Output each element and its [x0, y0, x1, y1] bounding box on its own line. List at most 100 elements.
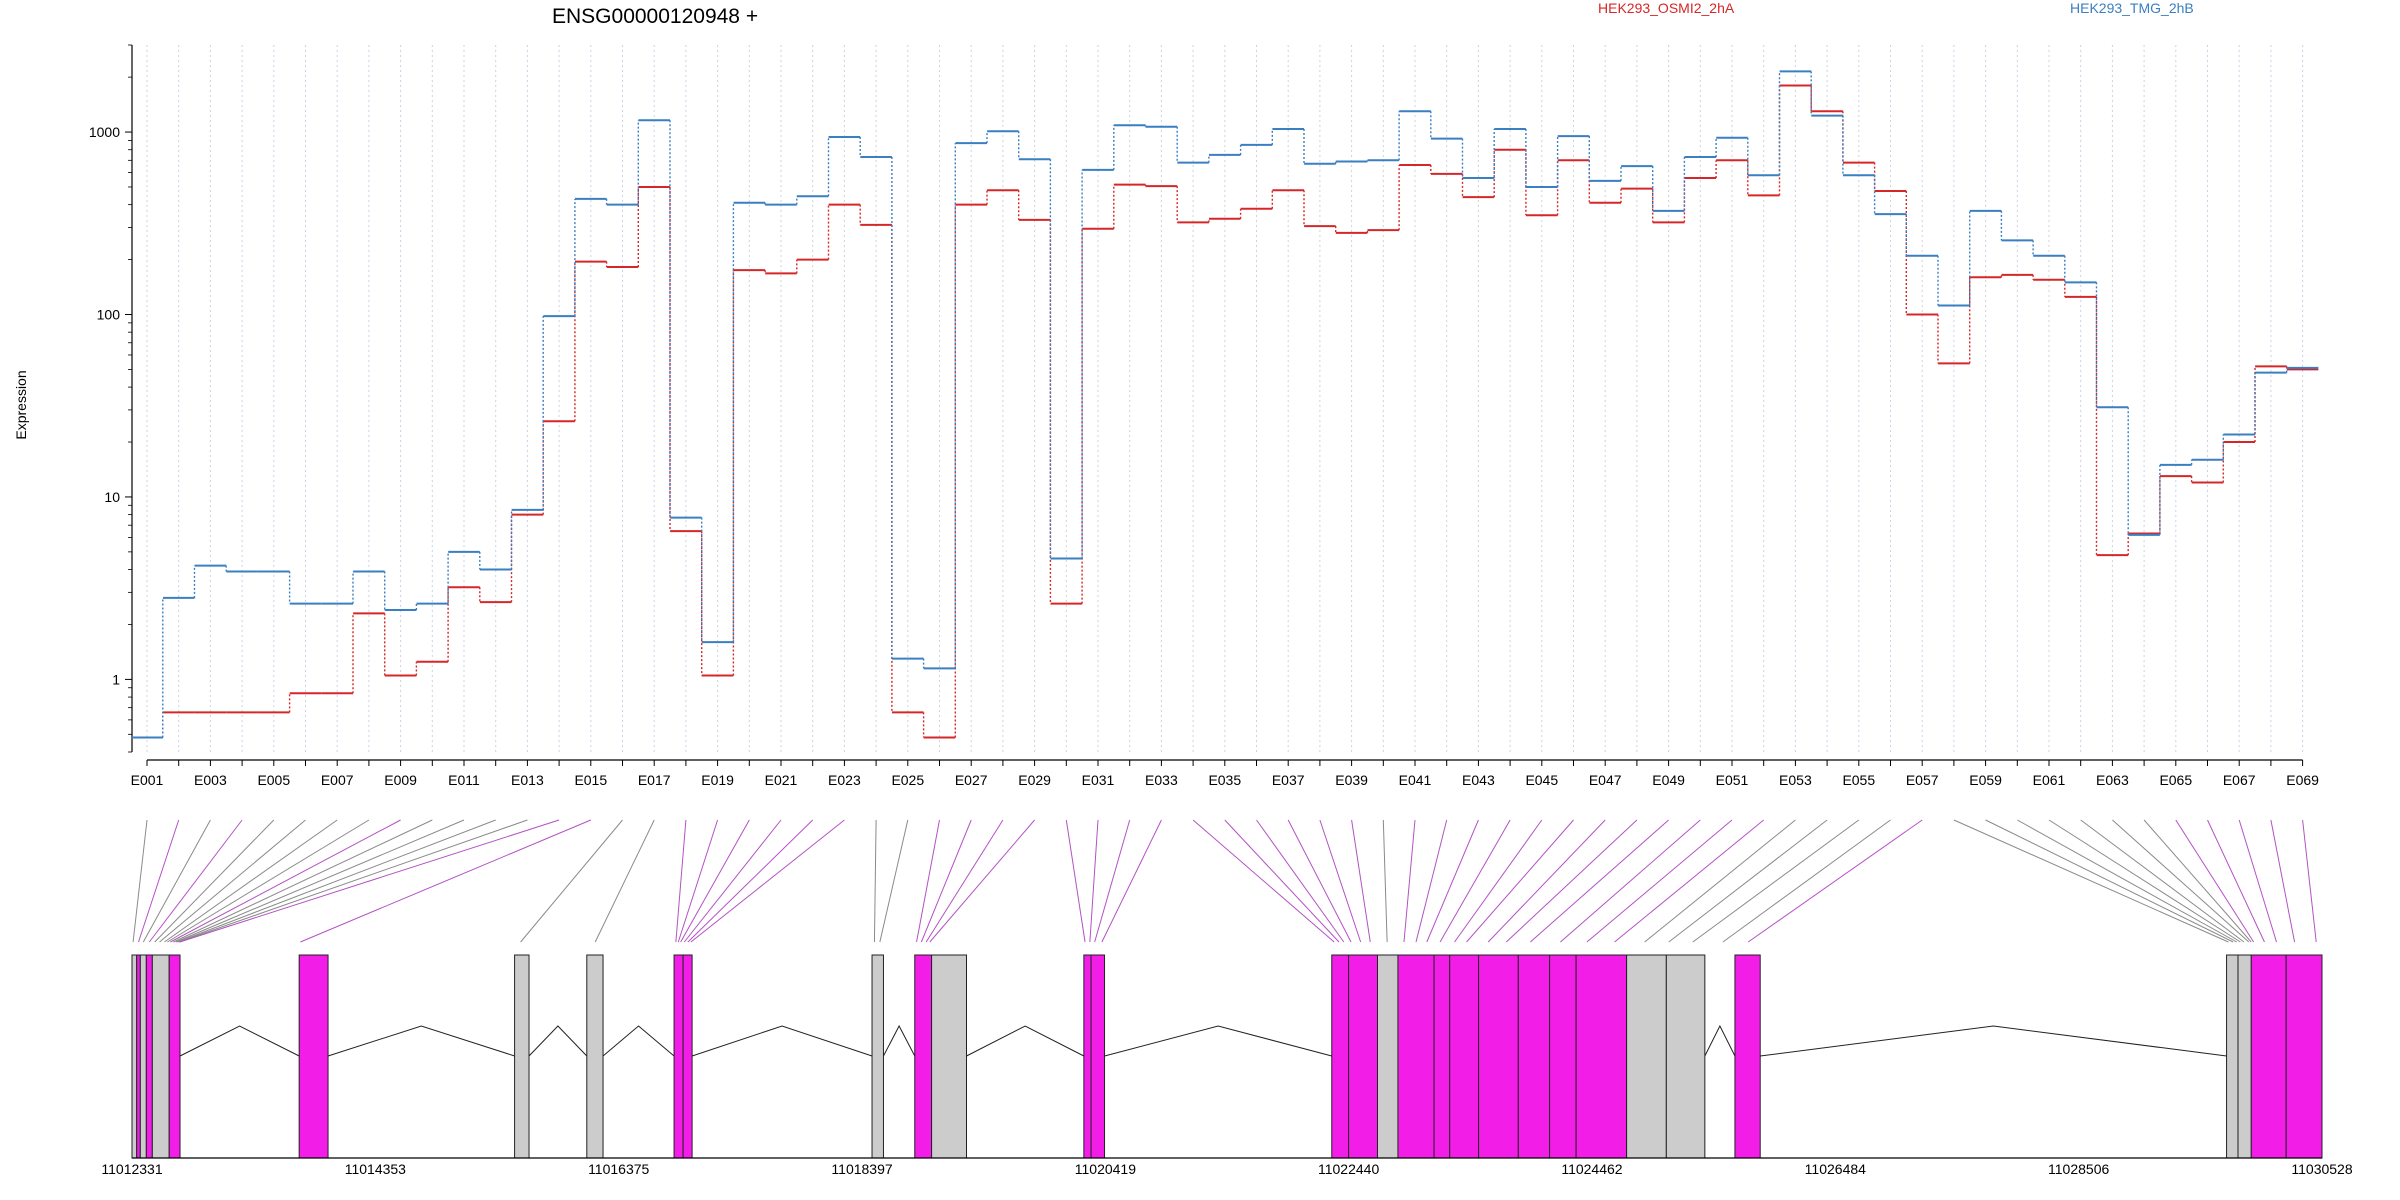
coordinate-tick-label: 11030528: [2291, 1161, 2352, 1177]
coordinate-tick-label: 11024462: [1561, 1161, 1622, 1177]
x-tick-label-E005: E005: [257, 772, 290, 788]
x-axis: E001 E003 E005 E007 E009 E011 E013 E015 E017 E019…: [131, 759, 2319, 788]
exon-block-9: [586, 954, 604, 1159]
exon-block-7: [298, 954, 329, 1159]
exon-block-19: [1376, 954, 1399, 1159]
exon-block-25: [1549, 954, 1577, 1159]
exon-block-13: [914, 954, 933, 1159]
exon-block-11: [682, 954, 693, 1159]
intron-line: [1760, 1025, 2227, 1057]
x-tick-label-E045: E045: [1525, 772, 1558, 788]
exon-link-28: [925, 819, 1004, 943]
series-HEK293_TMG_2hB: [131, 70, 2319, 739]
x-tick-label-E003: E003: [194, 772, 227, 788]
intron-line: [179, 1025, 300, 1057]
exon-link-50: [1560, 819, 1701, 943]
x-tick-label-E001: E001: [131, 772, 164, 788]
exon-link-23: [690, 819, 845, 943]
legend-entry-tmg: HEK293_TMG_2hB: [2070, 0, 2194, 16]
coordinate-axis: 11012331 11014353 11016375 11018397 11020419…: [101, 1157, 2353, 1177]
exon-link-8: [167, 819, 370, 943]
x-tick-label-E007: E007: [321, 772, 354, 788]
exon-block-30: [2226, 954, 2239, 1159]
exon-block-23: [1478, 954, 1519, 1159]
chart-title: ENSG00000120948 +: [552, 5, 758, 28]
y-tick-label: 1000: [89, 124, 120, 140]
x-tick-label-E051: E051: [1716, 772, 1749, 788]
exon-link-30: [1065, 819, 1086, 943]
exon-link-52: [1614, 819, 1765, 943]
exon-block-14: [931, 954, 968, 1159]
exon-link-48: [1505, 819, 1638, 943]
y-tick-label: 1: [112, 671, 120, 687]
exon-link-60: [2017, 819, 2238, 943]
exon-block-26: [1575, 954, 1628, 1159]
x-tick-label-E053: E053: [1779, 772, 1812, 788]
exon-block-17: [1331, 954, 1350, 1159]
x-tick-label-E035: E035: [1208, 772, 1241, 788]
exon-link-27: [920, 819, 972, 943]
exon-link-69: [2302, 819, 2317, 943]
exon-link-68: [2270, 819, 2296, 943]
exon-link-31: [1089, 819, 1099, 943]
intron-line: [691, 1025, 873, 1057]
coordinate-tick-label: 11022440: [1318, 1161, 1379, 1177]
x-tick-label-E027: E027: [955, 772, 988, 788]
exon-link-41: [1403, 819, 1416, 943]
x-tick-label-E033: E033: [1145, 772, 1178, 788]
exon-block-28: [1665, 954, 1706, 1159]
exon-link-2: [138, 819, 180, 943]
exon-link-7: [164, 819, 338, 943]
exon-link-38: [1319, 819, 1362, 943]
exon-link-13: [178, 819, 528, 943]
exon-block-29: [1734, 954, 1761, 1159]
x-tick-label-E025: E025: [891, 772, 924, 788]
exon-block-16: [1090, 954, 1106, 1159]
exon-link-9: [170, 819, 401, 943]
exon-link-59: [1985, 819, 2234, 943]
exon-link-12: [177, 819, 496, 943]
exon-link-19: [677, 819, 719, 943]
intron-line: [327, 1025, 515, 1057]
exon-link-5: [154, 819, 275, 943]
exon-link-56: [1722, 819, 1891, 943]
exon-link-24: [873, 819, 877, 943]
exon-block-10: [673, 954, 684, 1159]
exon-block-15: [1083, 954, 1092, 1159]
exon-link-42: [1415, 819, 1448, 943]
exon-link-14: [179, 819, 560, 943]
exon-link-62: [2080, 819, 2245, 943]
exon-block-5: [151, 954, 170, 1159]
x-tick-label-E037: E037: [1272, 772, 1305, 788]
exon-link-17: [594, 819, 655, 943]
exon-block-24: [1517, 954, 1551, 1159]
intron-line: [966, 1025, 1085, 1057]
x-tick-label-E055: E055: [1842, 772, 1875, 788]
intron-line: [883, 1024, 916, 1057]
exon-link-33: [1101, 819, 1162, 943]
exon-link-16: [520, 819, 623, 943]
x-tick-label-E017: E017: [638, 772, 671, 788]
x-tick-label-E047: E047: [1589, 772, 1622, 788]
exon-link-45: [1454, 819, 1543, 943]
exon-link-65: [2175, 819, 2255, 943]
exon-block-4: [145, 954, 153, 1159]
x-tick-label-E057: E057: [1906, 772, 1939, 788]
exon-link-44: [1439, 819, 1511, 943]
exon-block-6: [168, 954, 181, 1159]
x-tick-label-E059: E059: [1969, 772, 2002, 788]
x-tick-label-E043: E043: [1462, 772, 1495, 788]
exon-block-8: [514, 954, 530, 1159]
exon-link-3: [142, 819, 211, 943]
coordinate-tick-label: 11014353: [345, 1161, 406, 1177]
coordinate-tick-label: 11028506: [2048, 1161, 2109, 1177]
exon-link-1: [132, 819, 148, 943]
intron-line: [528, 1025, 588, 1057]
gene-model: [131, 954, 2323, 1159]
x-tick-label-E011: E011: [448, 772, 480, 788]
exon-link-53: [1644, 819, 1796, 943]
exon-link-29: [929, 819, 1035, 943]
exon-link-55: [1692, 819, 1860, 943]
exon-link-54: [1668, 819, 1828, 943]
